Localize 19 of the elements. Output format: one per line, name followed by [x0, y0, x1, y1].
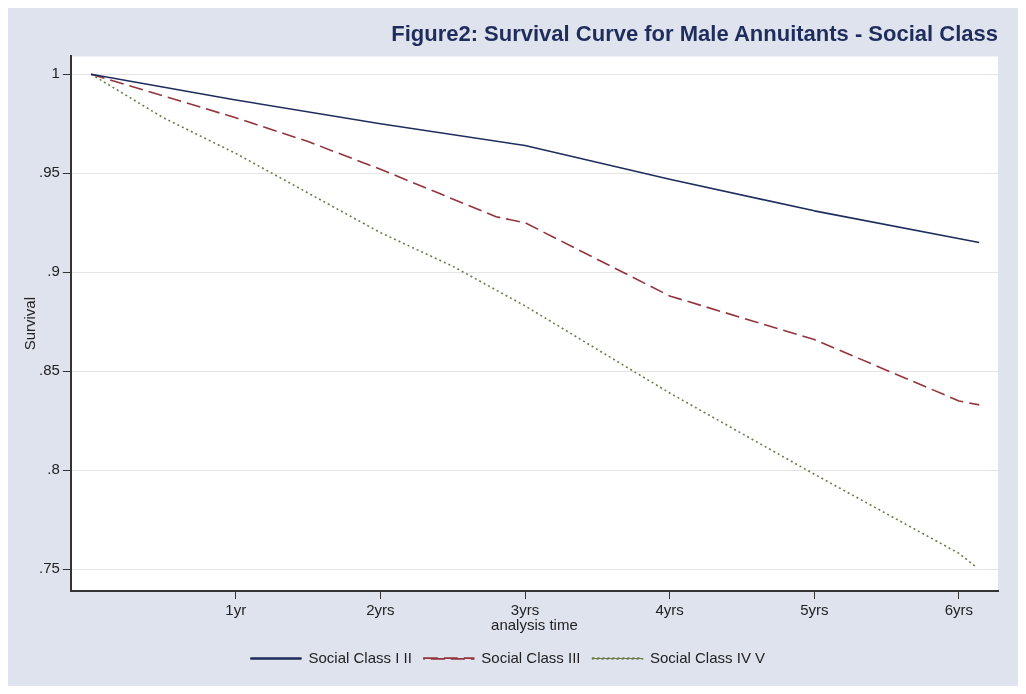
line-series — [90, 73, 980, 406]
y-tick-label: .75 — [38, 559, 60, 577]
legend-label: Social Class I II — [308, 648, 412, 666]
y-axis-title: Survival — [21, 297, 39, 351]
x-tick-label: 4yrs — [655, 601, 684, 619]
y-tick-label: .85 — [38, 361, 60, 379]
x-tick-label: 3yrs — [510, 601, 540, 619]
chart-title: Figure2: Survival Curve for Male Annuitants - Social Class — [391, 21, 998, 47]
x-tick-label: 2yrs — [366, 601, 395, 619]
legend-label: Social Class IV V — [650, 648, 766, 666]
y-tick-label: .8 — [47, 460, 60, 478]
y-tick-label: .9 — [47, 262, 60, 280]
x-tick-label: 6yrs — [944, 601, 974, 619]
y-tick-label: 1 — [51, 64, 60, 82]
x-tick-label: 1yr — [225, 601, 247, 619]
y-tick-label: .95 — [38, 163, 60, 181]
line-series — [90, 73, 978, 569]
x-tick-label: 5yrs — [800, 601, 829, 619]
legend-label: Social Class III — [481, 648, 581, 666]
